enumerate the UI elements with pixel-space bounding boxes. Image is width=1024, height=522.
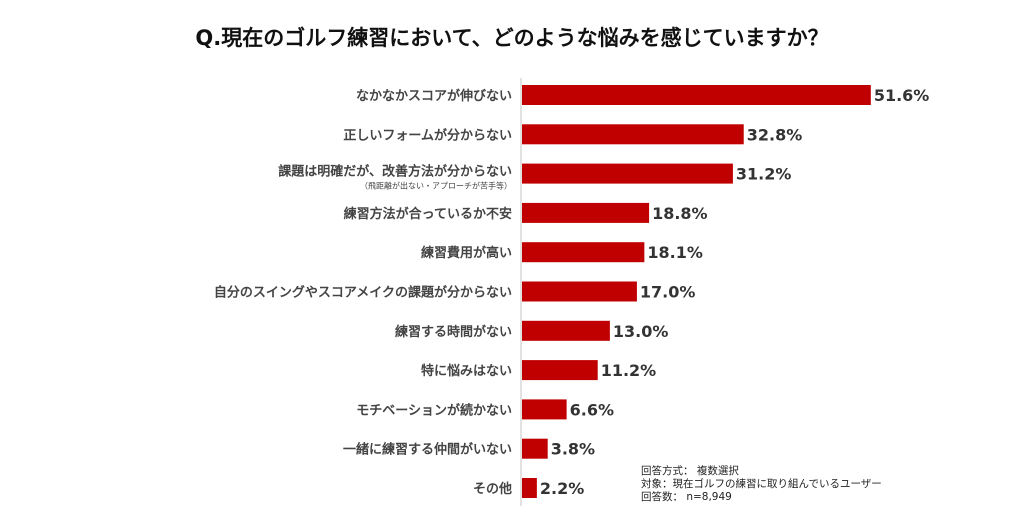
value-label: 17.0% xyxy=(640,283,696,302)
category-label: なかなかスコアが伸びない xyxy=(356,88,512,104)
category-label: その他 xyxy=(473,481,512,497)
category-label: 自分のスイングやスコアメイクの課題が分からない xyxy=(214,285,512,301)
value-label: 13.0% xyxy=(613,322,669,341)
bar xyxy=(522,124,744,145)
value-label: 2.2% xyxy=(540,479,584,498)
value-label: 31.2% xyxy=(736,165,792,184)
category-label: 練習する時間がない xyxy=(395,324,512,340)
category-label: 練習方法が合っているか不安 xyxy=(344,206,512,222)
value-label: 51.6% xyxy=(874,86,930,105)
category-label: 一緒に練習する仲間がいない xyxy=(343,442,512,458)
bar xyxy=(522,85,871,105)
bar xyxy=(522,438,548,459)
bar xyxy=(522,399,567,420)
bar xyxy=(522,360,598,381)
category-label: 正しいフォームが分からない xyxy=(343,127,512,143)
bar xyxy=(522,163,733,184)
value-label: 3.8% xyxy=(551,440,595,459)
bar xyxy=(522,202,650,223)
value-label: 32.8% xyxy=(747,125,803,144)
category-subnote: （飛距離が出ない・アプローチが苦手等） xyxy=(360,181,512,191)
bar xyxy=(522,242,645,263)
value-label: 18.1% xyxy=(647,243,703,262)
bar xyxy=(522,320,610,341)
survey-notes: 回答方式： 複数選択 対象：現在ゴルフの練習に取り組んでいるユーザー 回答数： … xyxy=(641,465,882,504)
chart-title: Q.現在のゴルフ練習において、どのような悩みを感じていますか？ xyxy=(195,26,829,50)
value-label: 11.2% xyxy=(601,361,657,380)
value-label: 6.6% xyxy=(570,400,614,419)
bar xyxy=(522,281,637,302)
category-label: 課題は明確だが、改善方法が分からない xyxy=(278,164,512,180)
note-count: 回答数： n=8,949 xyxy=(641,491,732,503)
note-target: 対象：現在ゴルフの練習に取り組んでいるユーザー xyxy=(641,478,882,490)
note-method: 回答方式： 複数選択 xyxy=(641,465,739,477)
bar xyxy=(522,478,537,498)
category-label: 特に悩みはない xyxy=(421,363,512,379)
value-label: 18.8% xyxy=(652,204,708,223)
category-label: モチベーションが続かない xyxy=(356,402,512,418)
category-label: 練習費用が高い xyxy=(421,245,512,261)
